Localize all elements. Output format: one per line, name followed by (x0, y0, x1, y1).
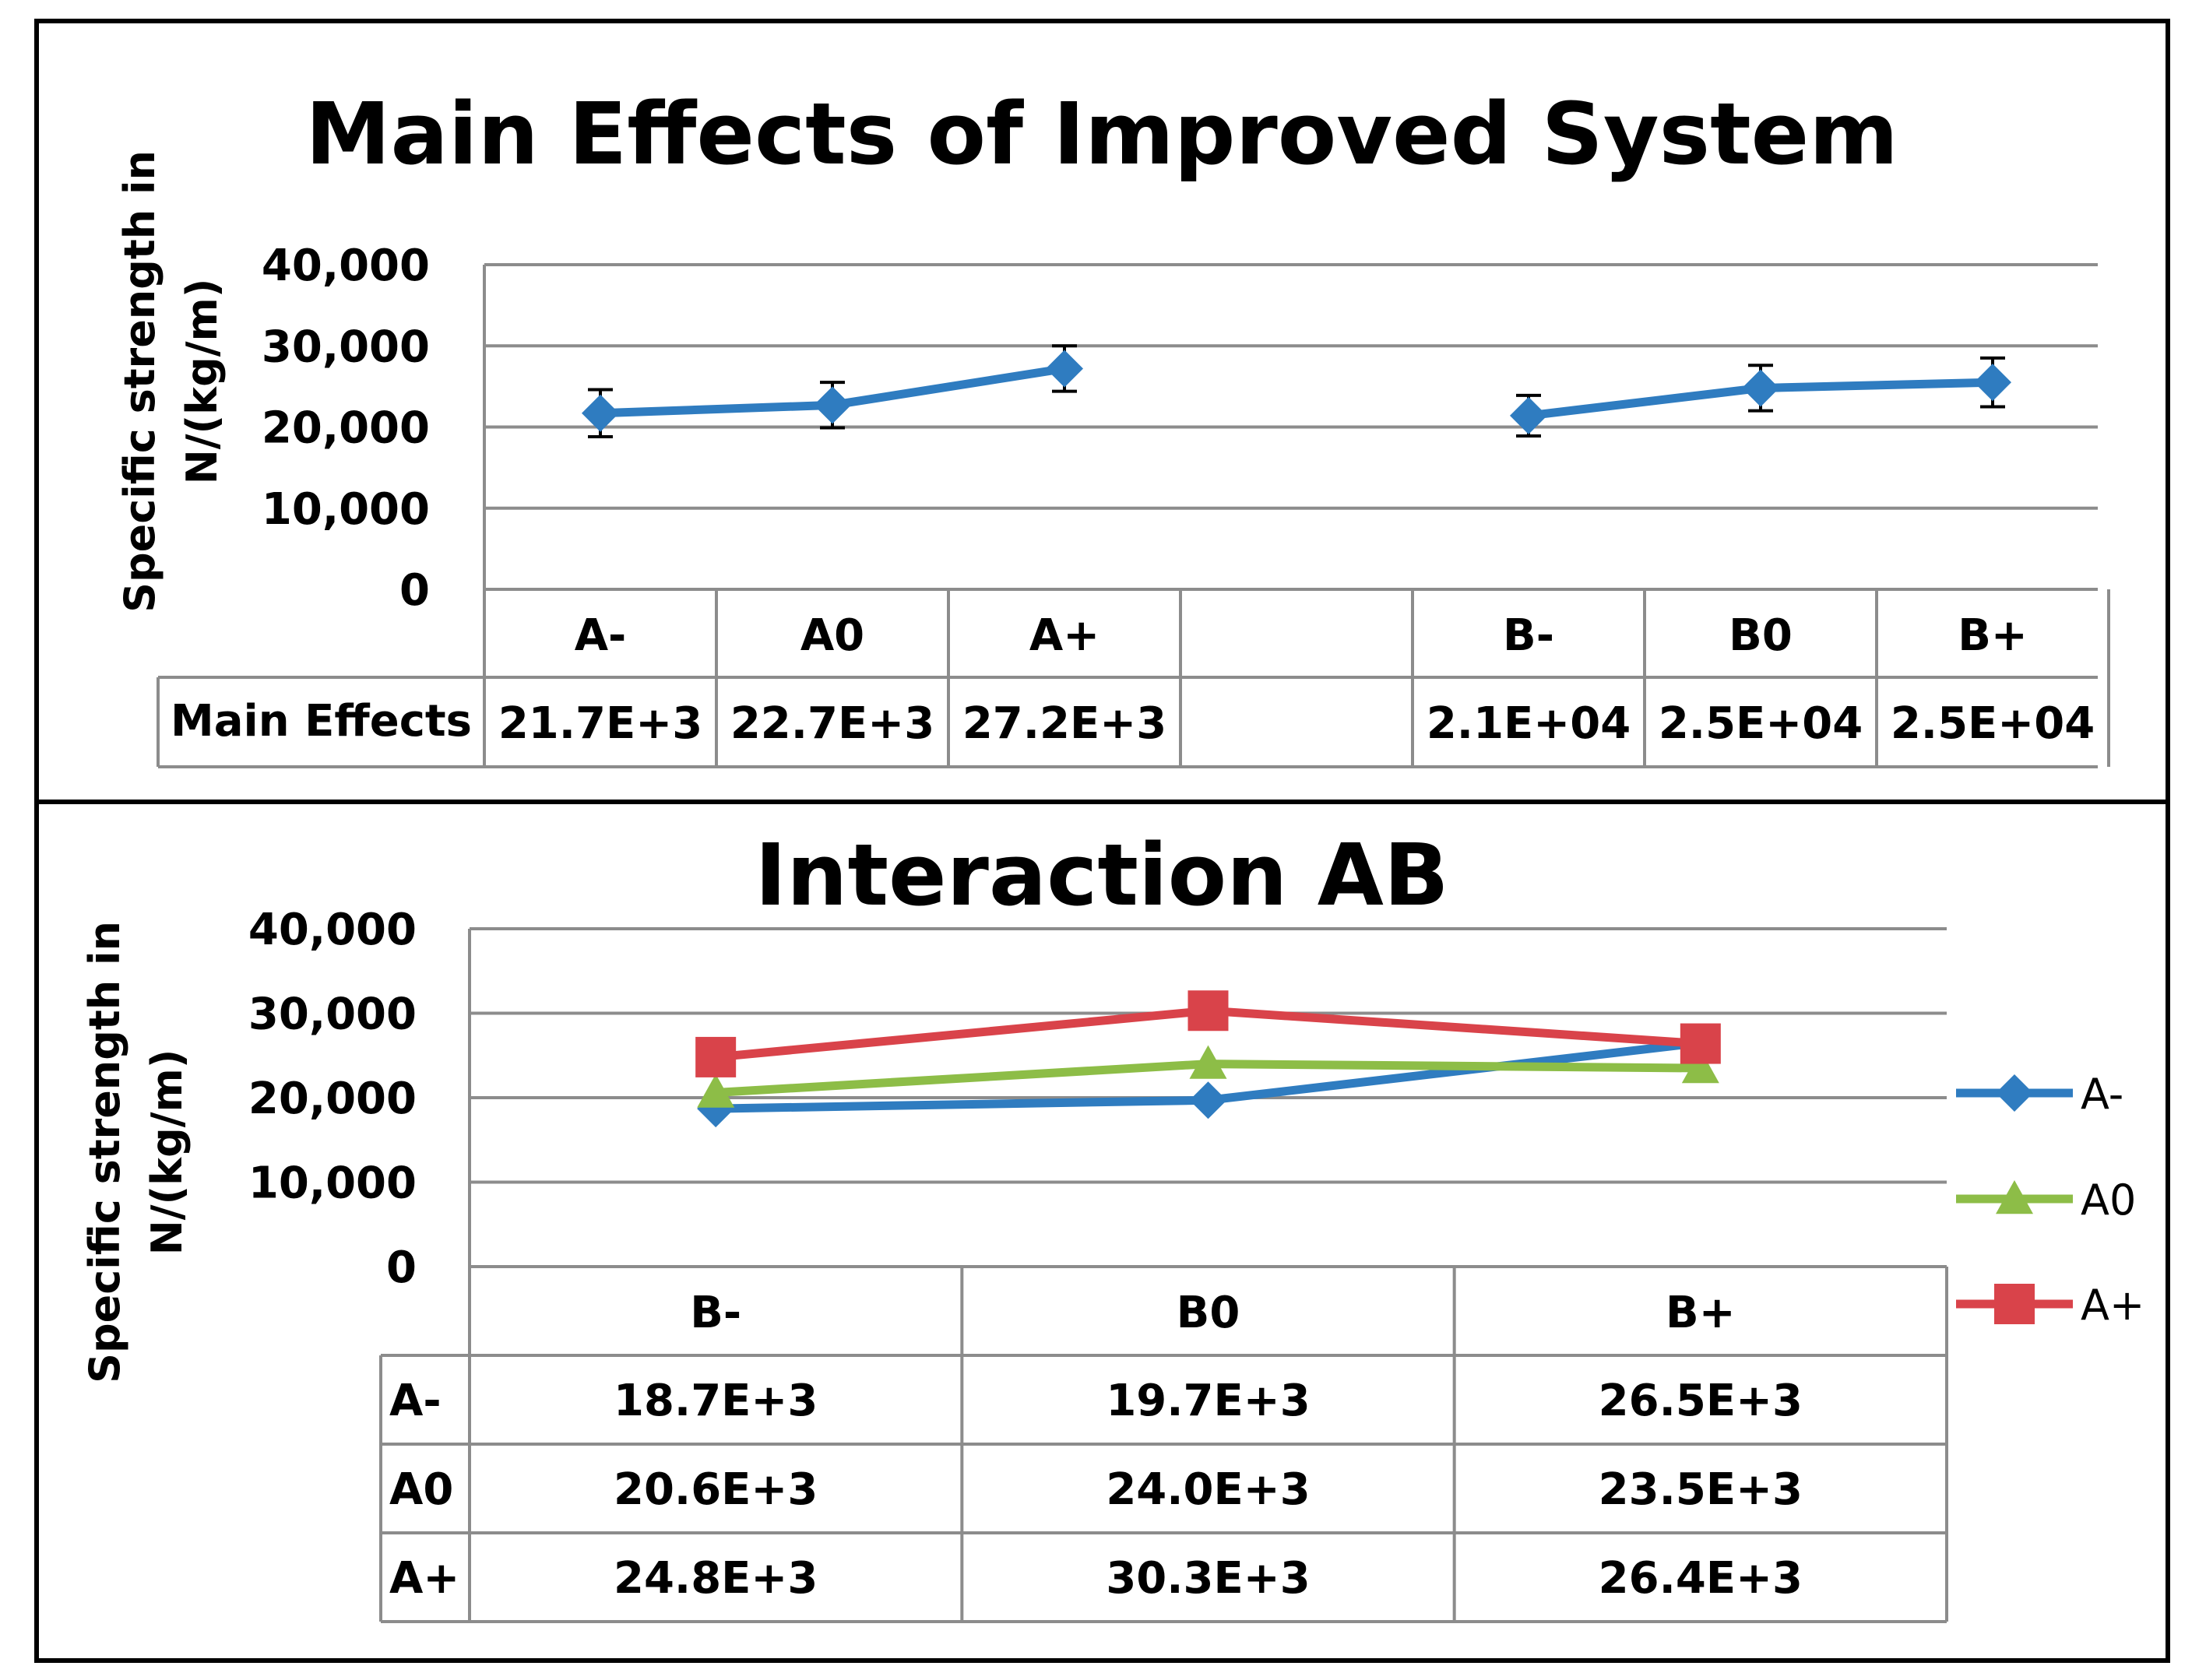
chart1-title: Main Effects of Improved System (305, 84, 1898, 184)
chart2-title: Interaction AB (755, 825, 1449, 925)
chart2-data-point-A+ (1187, 990, 1229, 1032)
chart2-table-row-label: A- (389, 1376, 442, 1426)
chart1-category-label: A- (575, 610, 627, 661)
chart1-category-label: A0 (800, 610, 864, 661)
chart2-table-value: 30.3E+3 (1106, 1553, 1310, 1604)
chart2-ytick-label: 0 (386, 1242, 417, 1293)
chart2-ytick-label: 40,000 (248, 905, 417, 955)
chart2-data-point-A0 (1681, 1049, 1719, 1084)
chart2-category-label: B0 (1177, 1288, 1240, 1338)
chart2-table-value: 26.4E+3 (1599, 1553, 1803, 1604)
chart2-data-point-A+ (695, 1036, 737, 1077)
interaction-ab-chart: Interaction AB Specific strength in N/(k… (80, 825, 2144, 1623)
chart2-table-row-label: A+ (389, 1553, 459, 1604)
chart2-category-label: B- (690, 1288, 741, 1338)
chart2-ylabel-line2: N/(kg/m) (142, 1049, 192, 1256)
chart1-category-label: B- (1503, 610, 1554, 661)
chart2-ytick-label: 30,000 (248, 989, 417, 1040)
chart1-category-label: A+ (1029, 610, 1100, 661)
chart2-table-value: 19.7E+3 (1106, 1376, 1310, 1426)
chart1-data-point (814, 386, 851, 424)
chart1-table-value: 22.7E+3 (730, 698, 934, 749)
chart1-ytick-label: 20,000 (262, 403, 430, 454)
chart1-category-label: B+ (1958, 610, 2028, 661)
chart1-ylabel-line2: N/(kg/m) (178, 279, 227, 485)
chart1-data-point (1742, 369, 1779, 407)
chart2-table-value: 24.8E+3 (614, 1553, 818, 1604)
chart2-data-point-A+ (1680, 1023, 1721, 1064)
legend-marker-A- (1996, 1074, 2033, 1112)
top-panel-frame (34, 19, 2170, 804)
chart2-data-point-A- (1189, 1081, 1227, 1119)
chart1-ytick-label: 10,000 (262, 484, 430, 535)
chart1-table-value: 2.5E+04 (1891, 698, 2095, 749)
chart2-ytick-label: 10,000 (248, 1158, 417, 1209)
chart2-category-label: B+ (1666, 1288, 1736, 1338)
legend-marker-A+ (1994, 1284, 2035, 1324)
chart1-table-value: 2.1E+04 (1427, 698, 1631, 749)
legend-label-A+: A+ (2081, 1281, 2144, 1330)
chart1-data-point (1510, 396, 1547, 434)
chart1-ylabel-line1: Specific strength in (115, 150, 164, 613)
chart1-table-value: 27.2E+3 (962, 698, 1166, 749)
legend-label-A0: A0 (2081, 1176, 2136, 1225)
chart2-table-value: 20.6E+3 (614, 1464, 818, 1515)
chart1-data-point (582, 394, 619, 432)
chart1-ytick-label: 30,000 (262, 322, 430, 372)
chart1-ytick-label: 0 (399, 565, 430, 616)
chart2-ylabel-line1: Specific strength in (80, 921, 129, 1383)
chart2-table-value: 24.0E+3 (1106, 1464, 1310, 1515)
chart2-table-value: 18.7E+3 (614, 1376, 818, 1426)
chart2-table-value: 23.5E+3 (1599, 1464, 1803, 1515)
chart1-ytick-label: 40,000 (262, 241, 430, 291)
chart2-ytick-label: 20,000 (248, 1074, 417, 1124)
chart1-table-value: 2.5E+04 (1659, 698, 1863, 749)
chart1-data-point (1974, 364, 2011, 402)
chart1-table-value: 21.7E+3 (498, 698, 702, 749)
legend-marker-A0 (1996, 1180, 2033, 1214)
legend-label-A-: A- (2081, 1070, 2123, 1119)
chart2-data-point-A0 (697, 1074, 735, 1108)
chart2-table-value: 26.5E+3 (1599, 1376, 1803, 1426)
main-effects-chart: Main Effects of Improved System Specific… (115, 84, 2110, 768)
bottom-panel-frame (34, 800, 2170, 1663)
chart2-data-point-A0 (1189, 1045, 1227, 1079)
chart1-category-label: B0 (1729, 610, 1793, 661)
chart1-data-point (1046, 350, 1083, 388)
chart2-table-row-label: A0 (389, 1464, 453, 1515)
chart1-table-row-label: Main Effects (171, 696, 472, 747)
